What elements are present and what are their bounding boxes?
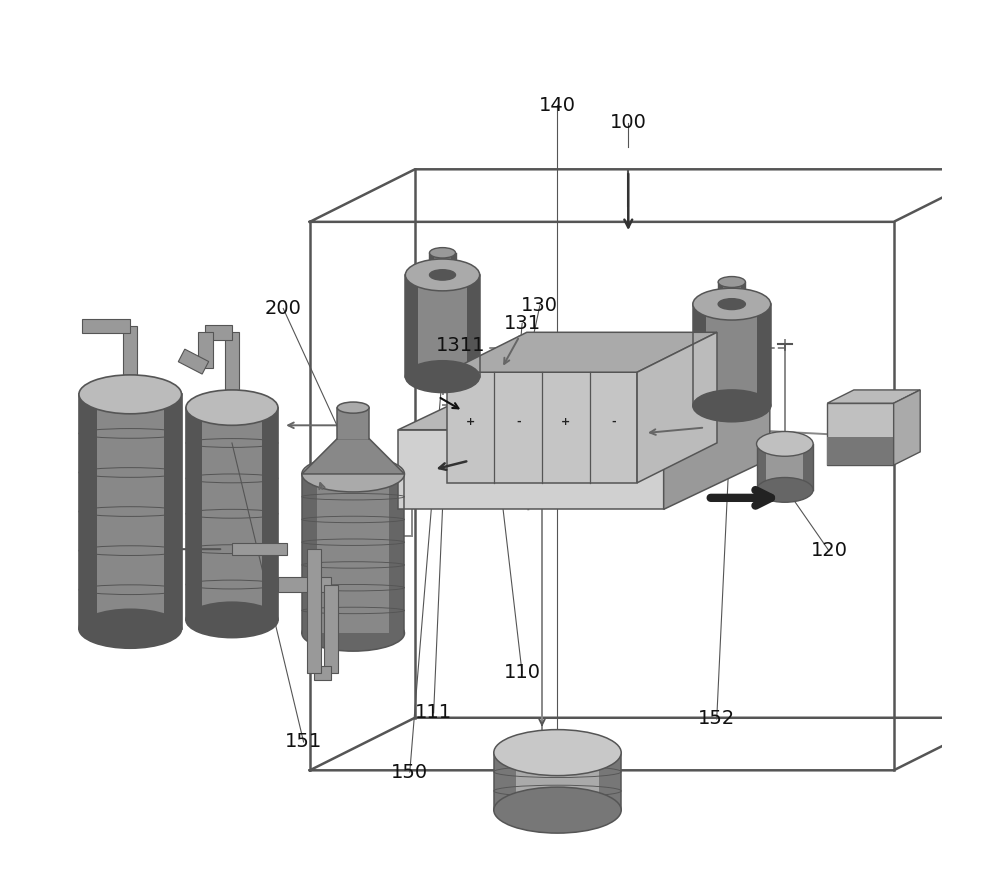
- Ellipse shape: [79, 610, 182, 649]
- Ellipse shape: [718, 299, 745, 309]
- Bar: [79, 394, 97, 629]
- Polygon shape: [278, 578, 331, 592]
- Ellipse shape: [186, 602, 278, 638]
- Ellipse shape: [337, 402, 369, 413]
- Text: 151: 151: [285, 733, 322, 751]
- Bar: [429, 253, 434, 275]
- Text: 110: 110: [504, 664, 541, 682]
- Polygon shape: [307, 549, 321, 673]
- Text: 140: 140: [539, 96, 576, 114]
- Ellipse shape: [405, 361, 480, 392]
- Bar: [262, 408, 278, 620]
- Bar: [599, 752, 621, 810]
- Ellipse shape: [757, 431, 813, 456]
- Text: -: -: [611, 417, 616, 427]
- Bar: [405, 275, 418, 377]
- Polygon shape: [123, 326, 137, 375]
- Bar: [467, 275, 480, 377]
- Polygon shape: [205, 325, 232, 339]
- Bar: [718, 282, 745, 304]
- Polygon shape: [398, 379, 770, 430]
- Polygon shape: [447, 372, 637, 483]
- Polygon shape: [178, 349, 209, 374]
- Text: 152: 152: [698, 710, 735, 728]
- Bar: [302, 474, 404, 633]
- Bar: [164, 394, 182, 629]
- Bar: [186, 408, 278, 620]
- Bar: [494, 752, 621, 810]
- Bar: [693, 304, 771, 406]
- Bar: [718, 282, 723, 304]
- Text: 1311: 1311: [435, 336, 485, 355]
- Ellipse shape: [718, 276, 745, 287]
- Text: 150: 150: [391, 763, 428, 781]
- Ellipse shape: [405, 259, 480, 291]
- Ellipse shape: [494, 787, 621, 833]
- Polygon shape: [225, 332, 239, 390]
- Bar: [451, 253, 456, 275]
- Polygon shape: [447, 332, 717, 372]
- Bar: [79, 394, 182, 629]
- Polygon shape: [827, 390, 920, 403]
- Ellipse shape: [186, 390, 278, 425]
- Bar: [757, 444, 766, 490]
- Bar: [693, 304, 706, 406]
- Ellipse shape: [757, 478, 813, 502]
- Ellipse shape: [494, 729, 621, 775]
- Bar: [186, 408, 202, 620]
- Text: +: +: [561, 417, 570, 427]
- Text: 131: 131: [504, 314, 541, 333]
- Bar: [757, 304, 771, 406]
- Text: 120: 120: [811, 541, 848, 561]
- Polygon shape: [398, 430, 664, 509]
- Ellipse shape: [302, 456, 404, 492]
- Ellipse shape: [79, 375, 182, 414]
- Polygon shape: [324, 585, 338, 673]
- Polygon shape: [302, 439, 404, 474]
- Polygon shape: [314, 666, 331, 680]
- Text: 100: 100: [610, 113, 647, 132]
- Bar: [389, 474, 404, 633]
- Text: 130: 130: [521, 297, 558, 315]
- Polygon shape: [637, 332, 717, 483]
- Polygon shape: [664, 379, 770, 509]
- Ellipse shape: [302, 615, 404, 651]
- Text: 111: 111: [415, 703, 452, 722]
- Polygon shape: [827, 438, 894, 465]
- Ellipse shape: [429, 247, 456, 258]
- Ellipse shape: [693, 390, 771, 422]
- Bar: [429, 253, 456, 275]
- Polygon shape: [82, 319, 130, 333]
- Bar: [405, 275, 480, 377]
- Bar: [741, 282, 745, 304]
- Polygon shape: [198, 332, 213, 368]
- Polygon shape: [827, 403, 894, 465]
- Bar: [337, 408, 369, 439]
- Polygon shape: [894, 390, 920, 465]
- Text: +: +: [466, 417, 475, 427]
- Ellipse shape: [429, 269, 456, 280]
- Polygon shape: [232, 543, 287, 556]
- Bar: [803, 444, 813, 490]
- Text: 200: 200: [265, 299, 302, 318]
- Ellipse shape: [693, 288, 771, 320]
- Bar: [302, 474, 317, 633]
- Bar: [494, 752, 516, 810]
- Text: -: -: [516, 417, 521, 427]
- Bar: [757, 444, 813, 490]
